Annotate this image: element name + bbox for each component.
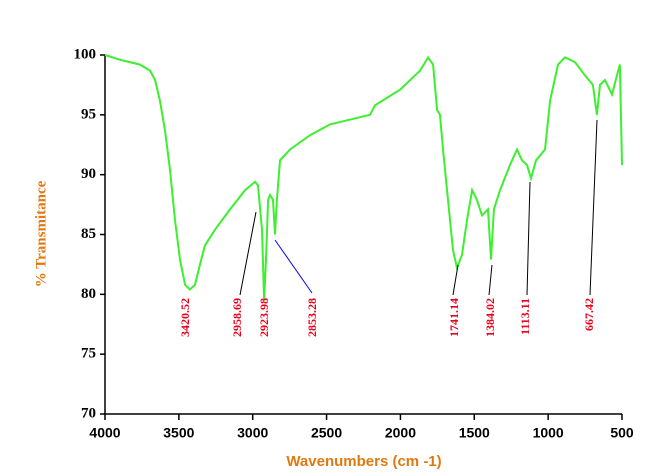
x-tick-label: 500	[610, 425, 634, 441]
y-tick-label: 75	[81, 346, 96, 362]
x-tick-label: 3000	[237, 425, 268, 441]
peak-label: 2853.28	[305, 298, 319, 337]
peak-label: 2958.69	[230, 298, 244, 337]
x-axis-label: Wavenumbers (cm -1)	[286, 453, 441, 470]
leader-line	[526, 181, 531, 296]
x-tick-label: 1500	[459, 425, 490, 441]
x-tick-label: 1000	[533, 425, 564, 441]
x-tick-label: 4000	[89, 425, 120, 441]
x-tick-label: 2000	[385, 425, 416, 441]
leader-line	[239, 211, 257, 296]
spectrum-line	[104, 54, 623, 301]
y-tick-label: 95	[81, 106, 96, 122]
y-axis-label: % Transmitance	[33, 180, 49, 287]
y-tick-label: 80	[81, 286, 96, 302]
y-tick-label: 90	[81, 166, 96, 182]
leader-line	[452, 264, 459, 296]
peak-label: 1741.14	[447, 298, 461, 337]
peak-label: 667.42	[582, 298, 596, 331]
peak-label: 3420.52	[178, 298, 192, 337]
leader-line	[488, 264, 493, 296]
x-tick-label: 3500	[163, 425, 194, 441]
y-tick-label: 100	[74, 46, 97, 62]
x-tick-label: 2500	[311, 425, 342, 441]
y-tick-label: 85	[81, 226, 96, 242]
y-tick-label: 70	[81, 405, 96, 421]
leader-line	[589, 119, 598, 296]
leader-line	[274, 239, 313, 294]
peak-label: 1384.02	[483, 298, 497, 337]
peak-label: 1113.11	[518, 298, 532, 335]
peak-label: 2923.98	[257, 298, 271, 337]
